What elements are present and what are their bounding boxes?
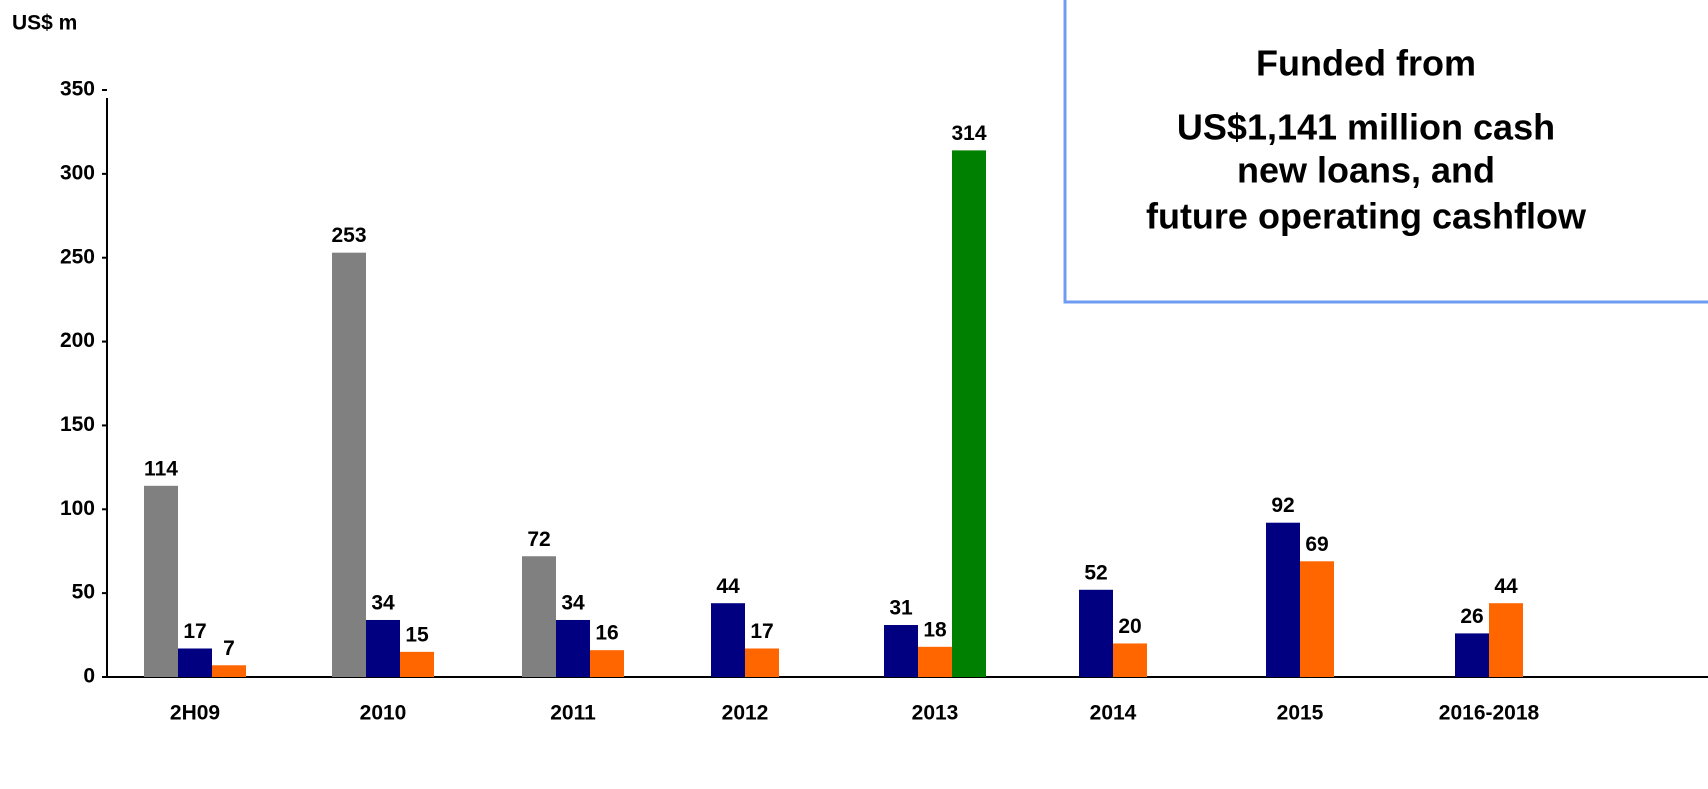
data-label: 26 bbox=[1460, 605, 1483, 628]
bar bbox=[1113, 643, 1147, 677]
data-label: 20 bbox=[1118, 615, 1141, 638]
bar bbox=[711, 603, 745, 677]
x-tick-label: 2010 bbox=[360, 702, 407, 725]
bar bbox=[366, 619, 400, 677]
y-tick-label: 150 bbox=[60, 413, 95, 436]
y-tick-label: 350 bbox=[60, 78, 95, 101]
x-tick-label: 2015 bbox=[1277, 702, 1324, 725]
x-tick-label: 2014 bbox=[1090, 702, 1137, 725]
data-label: 72 bbox=[527, 528, 550, 551]
annotation-line: new loans, and bbox=[1237, 150, 1495, 191]
y-tick-label: 100 bbox=[60, 497, 95, 520]
bar bbox=[144, 485, 178, 677]
y-tick-label: 50 bbox=[72, 581, 95, 604]
data-label: 34 bbox=[371, 592, 395, 615]
x-tick-label: 2H09 bbox=[170, 702, 220, 725]
data-label: 31 bbox=[889, 597, 913, 620]
bar bbox=[1455, 633, 1489, 677]
bar bbox=[884, 625, 918, 677]
data-label: 18 bbox=[923, 618, 947, 641]
bar bbox=[400, 651, 434, 677]
data-label: 34 bbox=[561, 592, 585, 615]
bar bbox=[952, 150, 986, 677]
data-label: 114 bbox=[144, 457, 178, 480]
data-label: 52 bbox=[1084, 561, 1107, 584]
y-tick-label: 0 bbox=[83, 665, 95, 688]
bar bbox=[590, 650, 624, 677]
bar bbox=[1266, 522, 1300, 677]
bar bbox=[178, 648, 212, 677]
data-label: 16 bbox=[595, 622, 618, 645]
data-label: 17 bbox=[183, 620, 206, 643]
y-tick-label: 200 bbox=[60, 329, 95, 352]
data-label: 69 bbox=[1305, 533, 1328, 556]
data-label: 314 bbox=[951, 122, 986, 145]
bar bbox=[556, 619, 590, 677]
bar bbox=[1300, 561, 1334, 677]
annotation-line: Funded from bbox=[1256, 43, 1476, 84]
bar bbox=[212, 665, 246, 677]
data-label: 44 bbox=[716, 575, 740, 598]
bar bbox=[745, 648, 779, 677]
bar bbox=[1489, 603, 1523, 677]
x-tick-label: 2013 bbox=[912, 702, 959, 725]
data-label: 17 bbox=[750, 620, 773, 643]
y-tick-label: 250 bbox=[60, 245, 95, 268]
annotation-line: US$1,141 million cash bbox=[1177, 107, 1555, 148]
y-tick-label: 300 bbox=[60, 161, 95, 184]
annotation-line: future operating cashflow bbox=[1146, 196, 1587, 237]
bar bbox=[522, 556, 556, 677]
data-label: 253 bbox=[331, 224, 366, 247]
bar bbox=[918, 646, 952, 677]
x-tick-label: 2011 bbox=[550, 702, 596, 725]
y-axis-label: US$ m bbox=[12, 12, 77, 35]
data-label: 92 bbox=[1271, 494, 1294, 517]
x-tick-label: 2016-2018 bbox=[1439, 702, 1540, 725]
x-tick-label: 2012 bbox=[722, 702, 769, 725]
data-label: 15 bbox=[405, 623, 429, 646]
data-label: 44 bbox=[1494, 575, 1518, 598]
bar bbox=[332, 252, 366, 677]
annotation-box bbox=[1063, 0, 1708, 304]
data-label: 7 bbox=[223, 637, 235, 660]
bar bbox=[1079, 589, 1113, 677]
